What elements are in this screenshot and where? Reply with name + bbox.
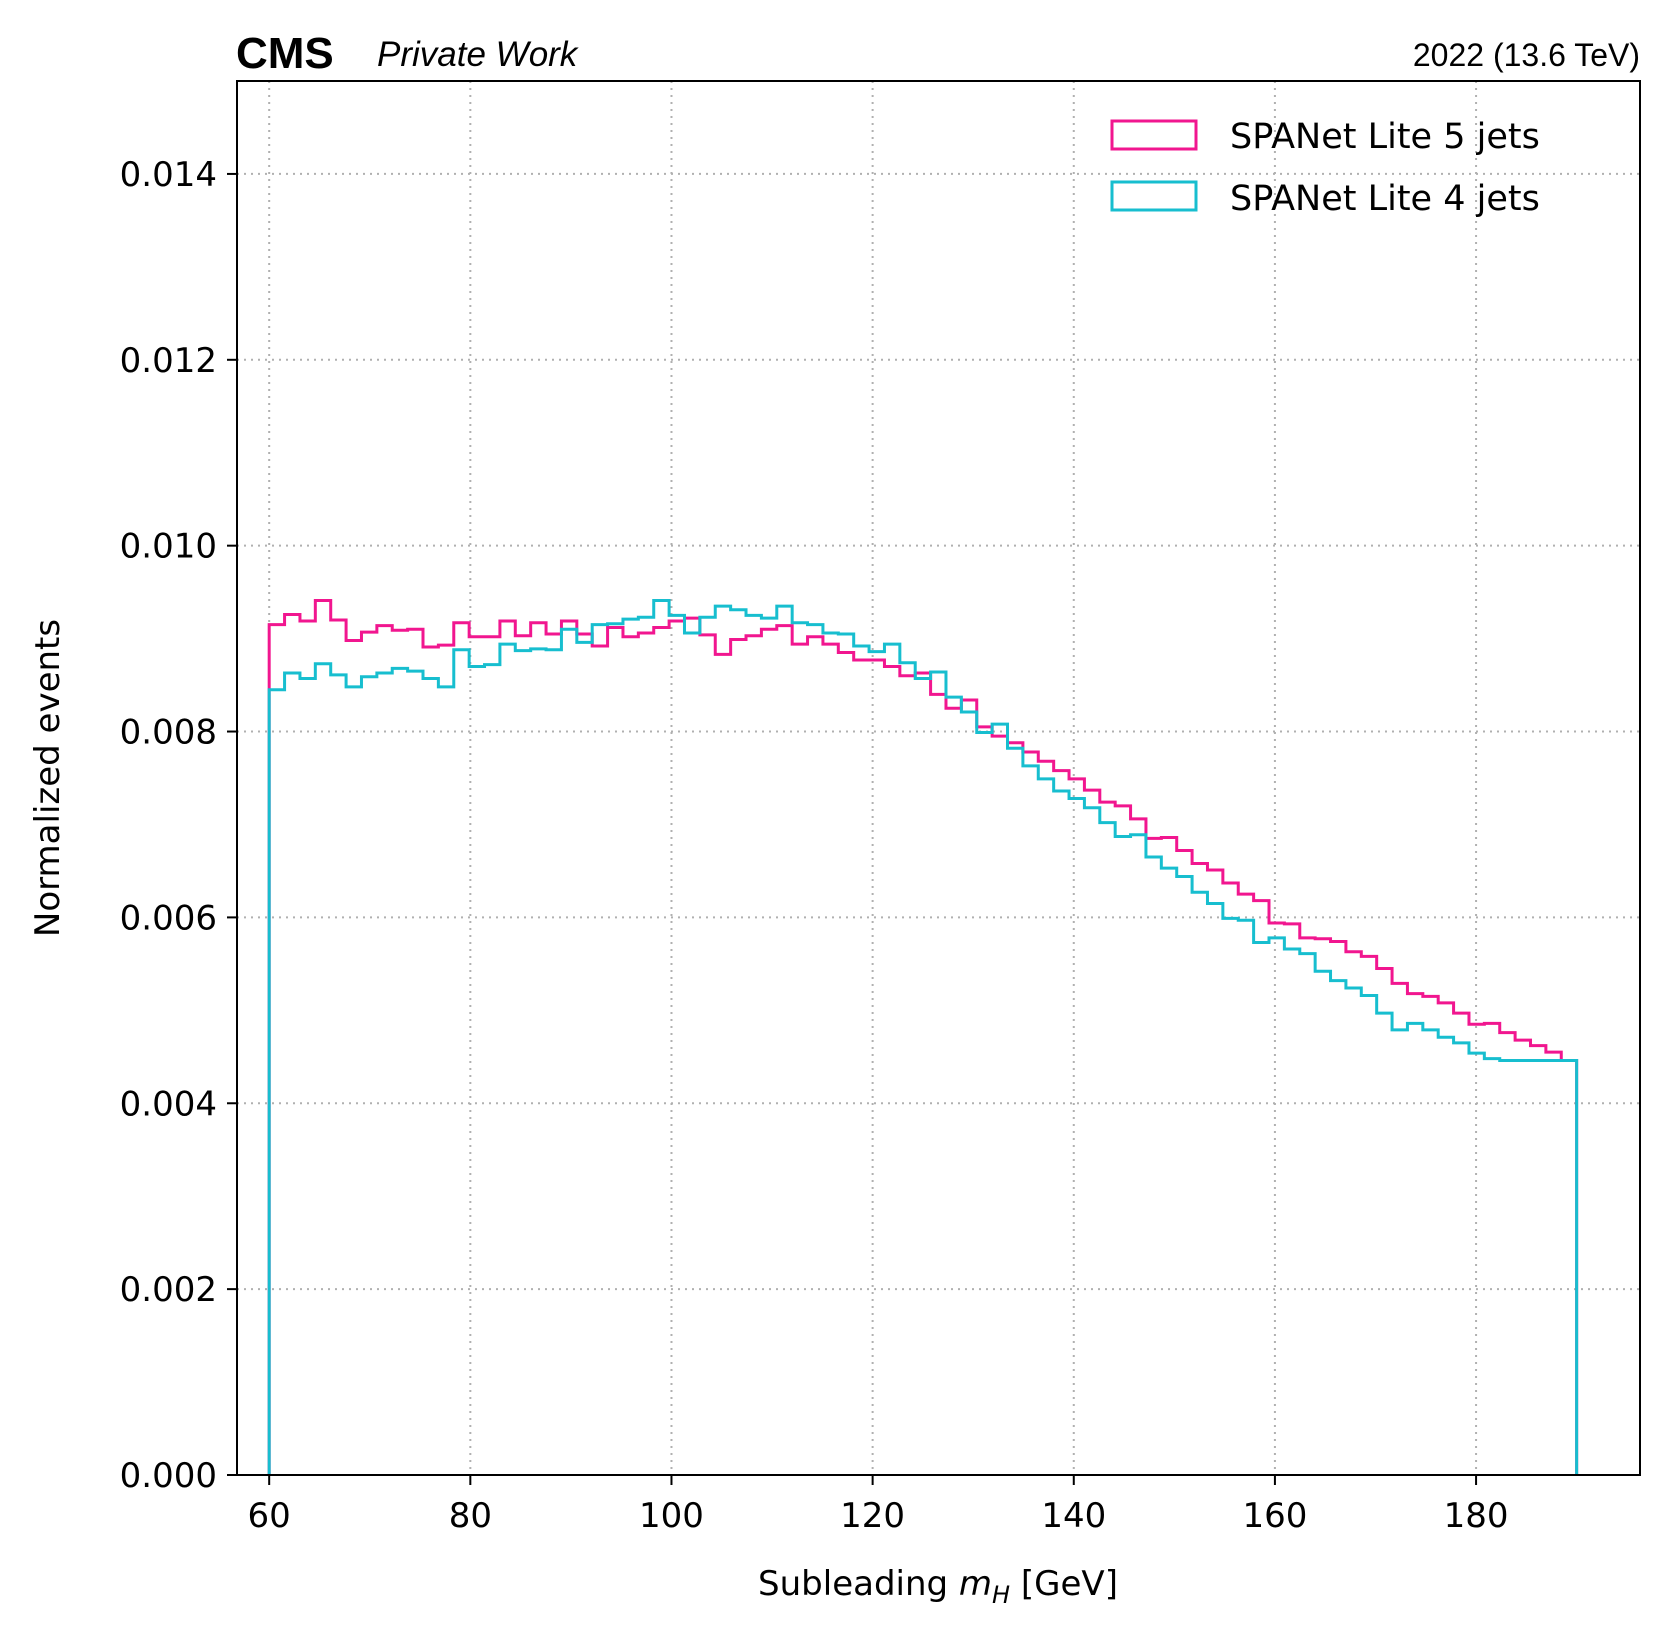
x-tick-label: 80 bbox=[449, 1496, 492, 1536]
cms-label: CMS bbox=[236, 29, 334, 78]
legend-swatch-5-jets bbox=[1110, 119, 1198, 151]
plot-frame bbox=[236, 80, 1641, 1476]
energy-label: 2022 (13.6 TeV) bbox=[1413, 37, 1640, 73]
y-tick-label: 0.012 bbox=[120, 341, 217, 381]
y-tick-label: 0.002 bbox=[120, 1270, 217, 1310]
x-ticks: 60 80 100 120 140 160 180 bbox=[248, 1475, 1509, 1536]
series-step-line-4-jets bbox=[267, 599, 1579, 1475]
y-tick-label: 0.014 bbox=[120, 155, 217, 195]
x-tick-label: 100 bbox=[639, 1496, 704, 1536]
y-ticks: 0.000 0.002 0.004 0.006 0.008 0.010 0.012 0.014 bbox=[120, 155, 237, 1496]
y-tick-label: 0.008 bbox=[120, 713, 217, 753]
legend-label-5-jets: SPANet Lite 5 jets bbox=[1230, 117, 1540, 157]
x-tick-label: 160 bbox=[1242, 1496, 1307, 1536]
x-tick-label: 120 bbox=[840, 1496, 905, 1536]
y-tick-label: 0.004 bbox=[120, 1084, 217, 1124]
y-axis-label: Normalized events bbox=[28, 619, 68, 937]
series-group bbox=[267, 599, 1579, 1475]
x-tick-label: 180 bbox=[1444, 1496, 1509, 1536]
y-tick-label: 0.010 bbox=[120, 527, 217, 567]
x-axis-label: Subleading mH [GeV] bbox=[758, 1564, 1118, 1609]
grid bbox=[237, 81, 1640, 1476]
legend-label-4-jets: SPANet Lite 4 jets bbox=[1230, 179, 1540, 219]
private-work-label: Private Work bbox=[377, 35, 579, 74]
series-step-line-5-jets bbox=[267, 599, 1579, 1475]
legend-swatch-4-jets bbox=[1110, 180, 1198, 212]
y-tick-label: 0.006 bbox=[120, 898, 217, 938]
legend: SPANet Lite 5 jets SPANet Lite 4 jets bbox=[1110, 117, 1540, 219]
y-tick-label: 0.000 bbox=[120, 1456, 217, 1496]
x-tick-label: 140 bbox=[1041, 1496, 1106, 1536]
x-tick-label: 60 bbox=[248, 1496, 291, 1536]
